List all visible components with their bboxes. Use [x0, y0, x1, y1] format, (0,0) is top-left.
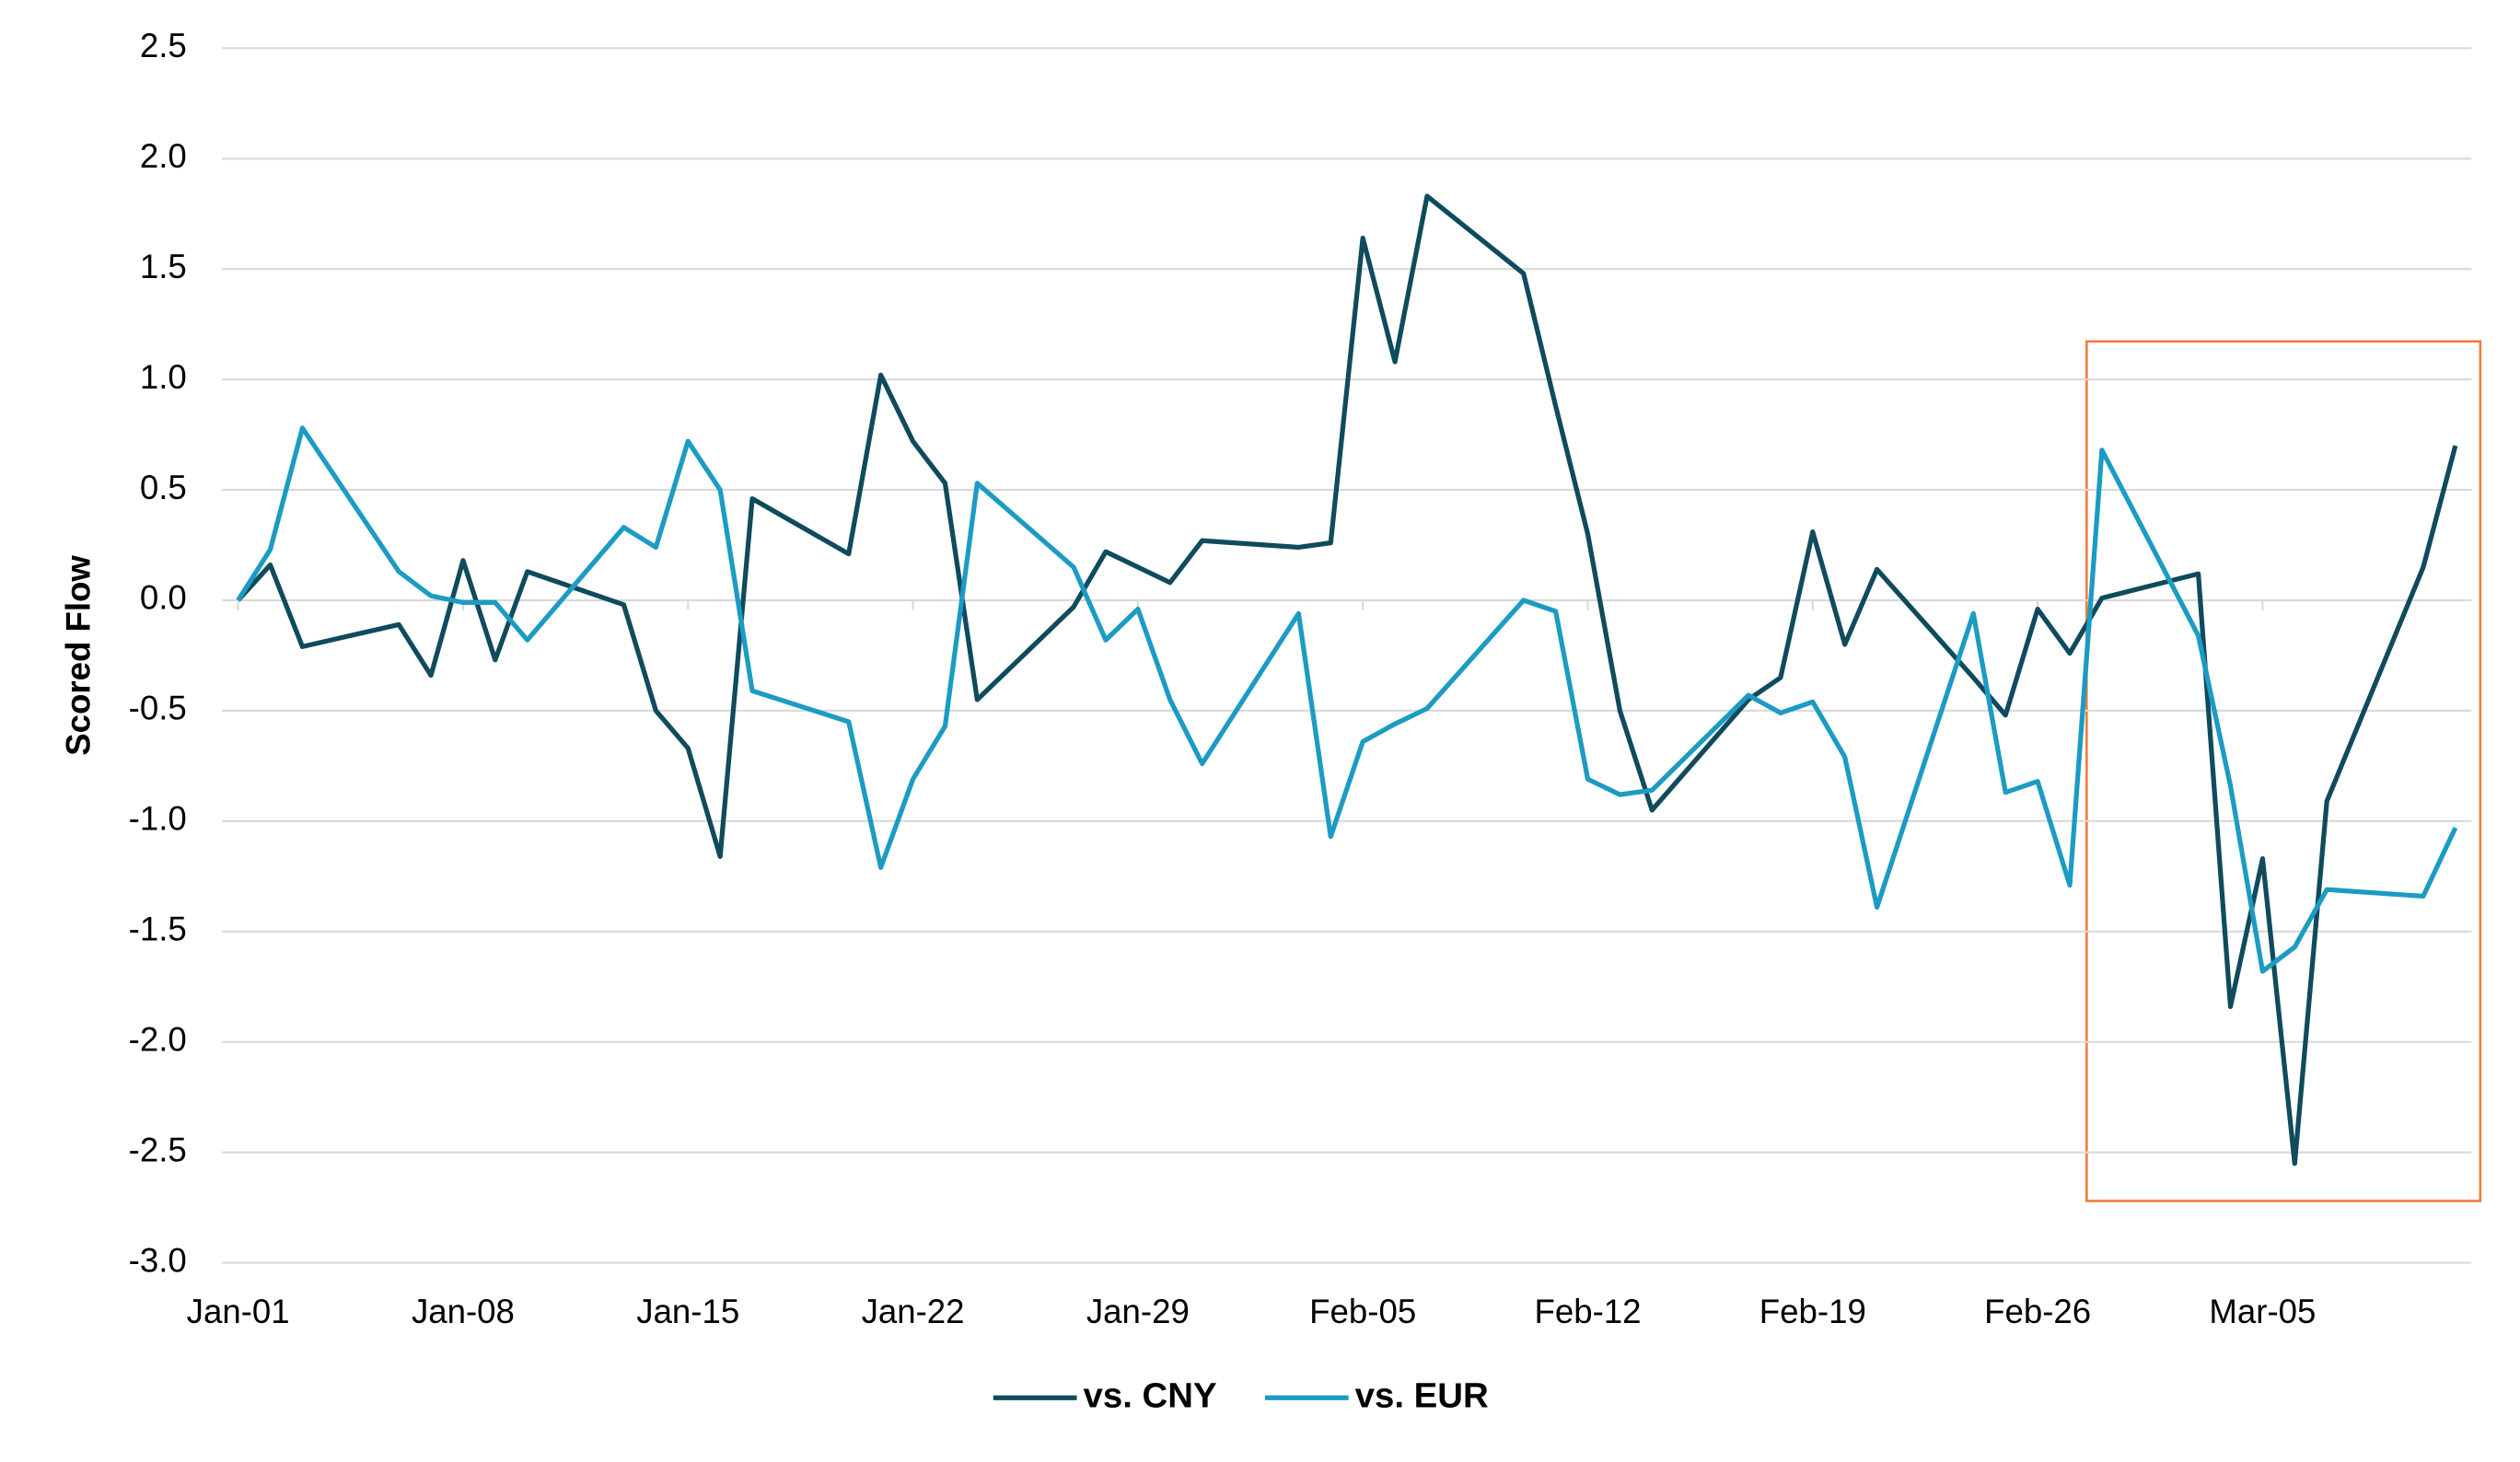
- x-tick-label: Jan-15: [636, 1293, 739, 1330]
- y-tick-label: 0.0: [140, 579, 187, 617]
- y-tick-label: 1.0: [140, 358, 187, 396]
- x-tick-label: Feb-05: [1309, 1293, 1416, 1330]
- y-tick-label: -1.5: [129, 910, 187, 947]
- series-line: [236, 425, 2458, 974]
- x-tick-label: Jan-08: [412, 1293, 515, 1330]
- x-tick-label: Jan-22: [862, 1293, 965, 1330]
- legend-label: vs. EUR: [1355, 1375, 1489, 1415]
- x-tick-label: Jan-29: [1086, 1293, 1190, 1330]
- y-tick-label: -1.0: [129, 800, 187, 838]
- y-tick-label: -3.0: [129, 1241, 187, 1279]
- y-tick-label: -0.5: [129, 690, 187, 727]
- x-tick-label: Jan-01: [187, 1293, 290, 1330]
- legend-label: vs. CNY: [1084, 1375, 1217, 1415]
- x-tick-label: Feb-19: [1759, 1293, 1866, 1330]
- y-tick-label: -2.0: [129, 1020, 187, 1058]
- series-line: [236, 193, 2458, 1166]
- y-tick-label: -2.5: [129, 1131, 187, 1168]
- x-tick-label: Feb-26: [1984, 1293, 2091, 1330]
- y-tick-label: 0.5: [140, 469, 187, 506]
- x-tick-label: Feb-12: [1534, 1293, 1641, 1330]
- x-tick-label: Mar-05: [2209, 1293, 2316, 1330]
- y-tick-label: 2.5: [140, 27, 187, 64]
- highlight-box: [2085, 340, 2482, 1202]
- y-tick-label: 2.0: [140, 137, 187, 175]
- y-tick-label: 1.5: [140, 248, 187, 285]
- y-axis-label: Scored Flow: [59, 555, 97, 756]
